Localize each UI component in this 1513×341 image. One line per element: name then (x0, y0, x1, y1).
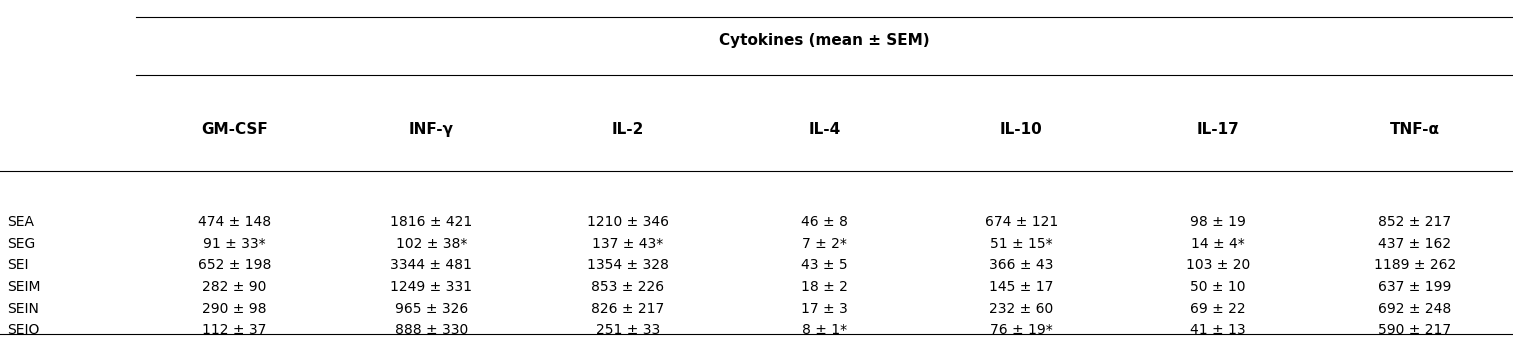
Text: 91 ± 33*: 91 ± 33* (203, 237, 266, 251)
Text: 282 ± 90: 282 ± 90 (203, 280, 266, 294)
Text: 474 ± 148: 474 ± 148 (198, 215, 271, 229)
Text: 112 ± 37: 112 ± 37 (203, 323, 266, 337)
Text: 366 ± 43: 366 ± 43 (990, 258, 1053, 272)
Text: 17 ± 3: 17 ± 3 (802, 301, 847, 316)
Text: 8 ± 1*: 8 ± 1* (802, 323, 847, 337)
Text: 1249 ± 331: 1249 ± 331 (390, 280, 472, 294)
Text: 7 ± 2*: 7 ± 2* (802, 237, 847, 251)
Text: 826 ± 217: 826 ± 217 (592, 301, 664, 316)
Text: SEIN: SEIN (8, 301, 39, 316)
Text: 888 ± 330: 888 ± 330 (395, 323, 468, 337)
Text: 437 ± 162: 437 ± 162 (1378, 237, 1451, 251)
Text: 637 ± 199: 637 ± 199 (1378, 280, 1451, 294)
Text: 251 ± 33: 251 ± 33 (596, 323, 660, 337)
Text: 43 ± 5: 43 ± 5 (802, 258, 847, 272)
Text: 1816 ± 421: 1816 ± 421 (390, 215, 472, 229)
Text: SEIO: SEIO (8, 323, 39, 337)
Text: 965 ± 326: 965 ± 326 (395, 301, 468, 316)
Text: SEA: SEA (8, 215, 35, 229)
Text: 102 ± 38*: 102 ± 38* (395, 237, 468, 251)
Text: IL-4: IL-4 (808, 122, 841, 137)
Text: 69 ± 22: 69 ± 22 (1191, 301, 1245, 316)
Text: 51 ± 15*: 51 ± 15* (990, 237, 1053, 251)
Text: 652 ± 198: 652 ± 198 (198, 258, 271, 272)
Text: 46 ± 8: 46 ± 8 (802, 215, 847, 229)
Text: 41 ± 13: 41 ± 13 (1191, 323, 1245, 337)
Text: 137 ± 43*: 137 ± 43* (592, 237, 664, 251)
Text: 50 ± 10: 50 ± 10 (1191, 280, 1245, 294)
Text: 674 ± 121: 674 ± 121 (985, 215, 1058, 229)
Text: 1210 ± 346: 1210 ± 346 (587, 215, 669, 229)
Text: 14 ± 4*: 14 ± 4* (1191, 237, 1245, 251)
Text: IL-10: IL-10 (1000, 122, 1042, 137)
Text: SEI: SEI (8, 258, 29, 272)
Text: Cytokines (mean ± SEM): Cytokines (mean ± SEM) (719, 33, 930, 48)
Text: 3344 ± 481: 3344 ± 481 (390, 258, 472, 272)
Text: 852 ± 217: 852 ± 217 (1378, 215, 1451, 229)
Text: 290 ± 98: 290 ± 98 (203, 301, 266, 316)
Text: 232 ± 60: 232 ± 60 (990, 301, 1053, 316)
Text: 1189 ± 262: 1189 ± 262 (1374, 258, 1456, 272)
Text: 103 ± 20: 103 ± 20 (1186, 258, 1250, 272)
Text: 853 ± 226: 853 ± 226 (592, 280, 664, 294)
Text: 98 ± 19: 98 ± 19 (1191, 215, 1245, 229)
Text: INF-γ: INF-γ (409, 122, 454, 137)
Text: SEG: SEG (8, 237, 36, 251)
Text: 18 ± 2: 18 ± 2 (802, 280, 847, 294)
Text: 590 ± 217: 590 ± 217 (1378, 323, 1451, 337)
Text: GM-CSF: GM-CSF (201, 122, 268, 137)
Text: TNF-α: TNF-α (1389, 122, 1440, 137)
Text: 76 ± 19*: 76 ± 19* (990, 323, 1053, 337)
Text: SEIM: SEIM (8, 280, 41, 294)
Text: IL-2: IL-2 (611, 122, 645, 137)
Text: 1354 ± 328: 1354 ± 328 (587, 258, 669, 272)
Text: IL-17: IL-17 (1197, 122, 1239, 137)
Text: 145 ± 17: 145 ± 17 (990, 280, 1053, 294)
Text: 692 ± 248: 692 ± 248 (1378, 301, 1451, 316)
